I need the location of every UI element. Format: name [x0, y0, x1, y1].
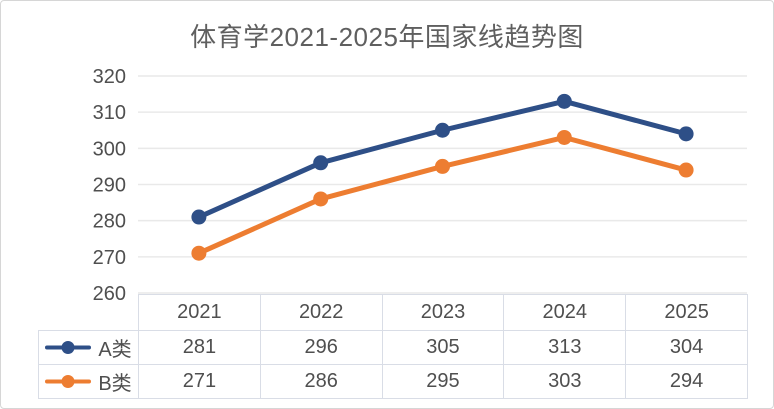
value-cell: 295 — [381, 364, 505, 399]
year-header-cell: 2023 — [381, 294, 505, 331]
value-cell: 304 — [625, 330, 748, 365]
table-row: B类 271 286 295 303 294 — [38, 364, 748, 399]
data-point-marker — [435, 158, 450, 174]
y-axis-tick-label: 270 — [93, 247, 126, 269]
value-cell: 296 — [259, 330, 383, 365]
legend-label: A类 — [98, 339, 132, 361]
year-header-cell: 2025 — [625, 294, 748, 331]
series-line-B类 — [196, 134, 689, 256]
legend-line-marker-icon — [45, 341, 92, 354]
value-cell: 286 — [259, 364, 383, 399]
data-point-marker — [313, 191, 329, 207]
series-line-A类 — [196, 98, 689, 220]
value-cell: 303 — [503, 364, 627, 399]
legend-cell: A类 — [38, 330, 139, 365]
data-point-marker — [191, 245, 207, 261]
year-header-cell: 2022 — [259, 294, 383, 331]
value-cell: 313 — [503, 330, 627, 365]
year-header-cell: 2024 — [503, 294, 627, 331]
value-cell: 281 — [138, 330, 261, 365]
data-point-marker — [678, 126, 694, 142]
y-axis-tick-label: 310 — [93, 102, 126, 124]
data-point-marker — [556, 129, 572, 145]
data-point-marker — [313, 155, 329, 171]
legend-cell: B类 — [38, 364, 139, 399]
data-point-marker — [556, 93, 572, 109]
table-header-row: 2021 2022 2023 2024 2025 — [39, 294, 748, 331]
chart-title: 体育学2021-2025年国家线趋势图 — [190, 22, 584, 52]
value-cell: 271 — [138, 364, 261, 399]
y-axis-tick-label: 320 — [93, 66, 126, 88]
data-point-marker — [435, 122, 450, 138]
data-point-marker — [678, 162, 694, 178]
value-cell: 294 — [625, 364, 748, 399]
y-axis-tick-label: 300 — [93, 138, 126, 160]
legend-label: B类 — [98, 373, 132, 395]
year-header-cell: 2021 — [138, 294, 261, 331]
y-axis-tick-label: 280 — [93, 211, 126, 233]
value-cell: 305 — [381, 330, 505, 365]
table-row: A类 281 296 305 313 304 — [38, 330, 748, 365]
data-table: 2021 2022 2023 2024 2025 A类 281 296 305 313 304 B类 2… — [38, 294, 748, 399]
legend-line-marker-icon — [45, 375, 92, 388]
y-axis-tick-label: 290 — [93, 175, 126, 197]
data-point-marker — [191, 209, 207, 225]
legend-header-spacer — [39, 295, 139, 331]
